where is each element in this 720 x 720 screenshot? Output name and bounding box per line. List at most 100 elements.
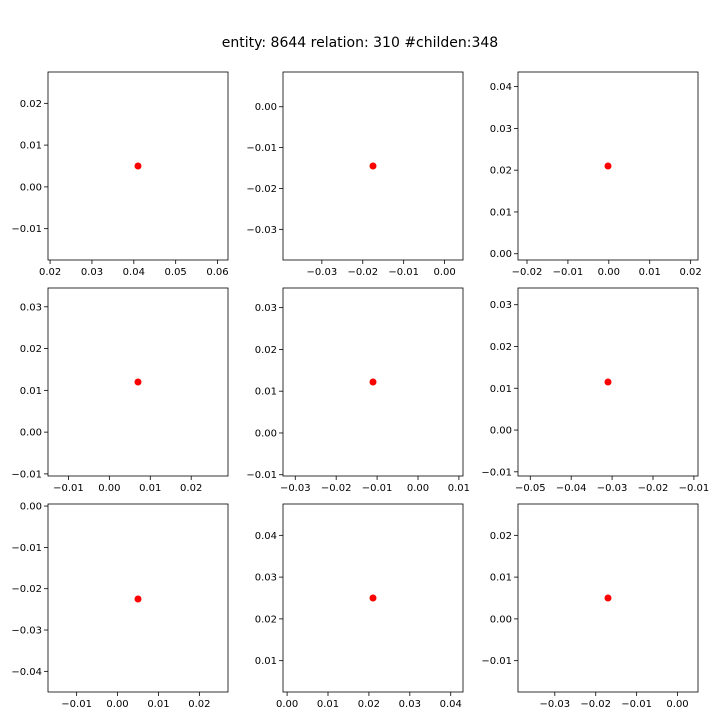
data-point [604,378,612,386]
y-tick-label: 0.03 [490,300,512,311]
y-tick-label: 0.01 [255,656,277,667]
y-tick-label: 0.02 [490,531,512,542]
x-tick-label: −0.01 [53,483,84,494]
y-tick-label: 0.02 [490,166,512,177]
x-tick-label: −0.03 [280,483,311,494]
x-tick-label: 0.01 [317,699,339,710]
subplot-8: 0.00 0.01 0.02 0.03 0.04 0.01 0.02 0.03 0.04 [255,503,464,710]
x-tick-label: −0.01 [362,483,393,494]
y-tick-label: 0.00 [490,426,512,437]
x-tick-label: −0.03 [597,483,628,494]
x-tick-label: 0.05 [165,267,187,278]
y-tick-label: −0.03 [246,225,277,236]
y-tick-label: 0.04 [490,82,512,93]
x-tick-label: −0.03 [307,267,338,278]
subplot-5: −0.03 −0.02 −0.01 0.00 0.01 −0.01 0.00 0.01 0.02… [246,287,470,494]
y-tick-label: 0.03 [490,124,512,135]
subplot-grid: 0.02 0.03 0.04 0.05 0.06−0.010.000.010.02−0.… [11,71,710,710]
y-tick-label: 0.02 [490,342,512,353]
y-tick-label: −0.01 [11,224,42,235]
x-tick-label: −0.02 [347,267,378,278]
x-tick-label: −0.02 [321,483,352,494]
figure-title: entity: 8644 relation: 310 #childen:348 [222,35,498,51]
x-tick-label: −0.02 [512,267,543,278]
x-tick-label: 0.00 [433,267,455,278]
y-tick-label: 0.00 [255,428,277,439]
data-point [134,595,142,603]
x-tick-label: −0.05 [515,483,546,494]
y-tick-label: −0.01 [481,467,512,478]
y-tick-label: −0.02 [11,584,42,595]
x-tick-label: 0.04 [440,699,462,710]
x-tick-label: 0.02 [358,699,380,710]
y-tick-label: −0.04 [11,667,42,678]
data-point [134,378,142,386]
x-tick-label: 0.03 [81,267,103,278]
x-tick-label: −0.01 [679,483,710,494]
subplot-2: −0.03 −0.02 −0.01 0.00 −0.03 −0.02 −0.01 0.00 [246,71,464,278]
subplot-4: −0.01 0.00 0.01 0.02 −0.01 0.00 0.01 0.02 0.03 [11,287,229,494]
x-tick-label: −0.03 [539,699,570,710]
subplot-7: −0.01 0.00 0.01 0.02 −0.04 −0.03 −0.02 −0.01 0.0… [11,502,229,710]
y-tick-label: −0.01 [481,656,512,667]
data-point [369,162,377,170]
subplot-3: −0.02 −0.01 0.00 0.01 0.02 0.00 0.01 0.02 0.03 0.… [490,71,702,278]
x-tick-label: −0.04 [556,483,587,494]
y-tick-label: 0.01 [255,387,277,398]
x-tick-label: 0.00 [98,483,120,494]
x-tick-label: 0.06 [206,267,228,278]
x-tick-label: 0.00 [666,699,688,710]
subplot-6: −0.05 −0.04 −0.03 −0.02 −0.01 −0.01 0.00 0.01 0.… [481,287,710,494]
x-tick-label: −0.02 [580,699,611,710]
data-point [604,594,612,602]
x-tick-label: 0.01 [639,267,661,278]
y-tick-label: −0.01 [246,143,277,154]
y-tick-label: 0.02 [20,99,42,110]
axes-frame [517,503,699,693]
y-tick-label: −0.01 [246,470,277,481]
x-tick-label: 0.00 [106,699,128,710]
x-tick-label: 0.03 [399,699,421,710]
y-tick-label: 0.02 [255,345,277,356]
y-tick-label: 0.00 [20,428,42,439]
axes-frame [282,503,464,693]
x-tick-label: 0.02 [180,483,202,494]
y-tick-label: 0.03 [255,573,277,584]
y-tick-label: 0.03 [20,302,42,313]
y-tick-label: 0.00 [490,614,512,625]
x-tick-label: −0.01 [621,699,652,710]
x-tick-label: 0.01 [147,699,169,710]
y-tick-label: 0.00 [255,102,277,113]
y-tick-label: 0.00 [490,249,512,260]
y-tick-label: 0.01 [490,384,512,395]
y-tick-label: 0.01 [20,141,42,152]
x-tick-label: −0.01 [553,267,584,278]
x-tick-label: −0.01 [61,699,92,710]
x-tick-label: −0.02 [638,483,669,494]
axes-frame [282,71,464,261]
y-tick-label: 0.00 [20,502,42,513]
axes-frame [282,287,464,477]
x-tick-label: 0.04 [123,267,145,278]
y-tick-label: 0.03 [255,303,277,314]
y-tick-label: −0.01 [11,469,42,480]
subplot-9: −0.03 −0.02 −0.01 0.00 −0.01 0.00 0.01 0.02 [481,503,699,710]
y-tick-label: 0.01 [490,207,512,218]
x-tick-label: 0.01 [139,483,161,494]
x-tick-label: 0.02 [188,699,210,710]
y-tick-label: 0.04 [255,531,277,542]
data-point [134,162,142,170]
x-tick-label: 0.00 [598,267,620,278]
data-point [369,378,377,386]
axes-frame [47,503,229,693]
y-tick-label: 0.02 [20,344,42,355]
x-tick-label: 0.02 [39,267,61,278]
axes-frame [517,287,699,477]
x-tick-label: 0.00 [407,483,429,494]
data-point [369,594,377,602]
x-tick-label: 0.01 [448,483,470,494]
y-tick-label: −0.03 [11,626,42,637]
x-tick-label: −0.01 [388,267,419,278]
